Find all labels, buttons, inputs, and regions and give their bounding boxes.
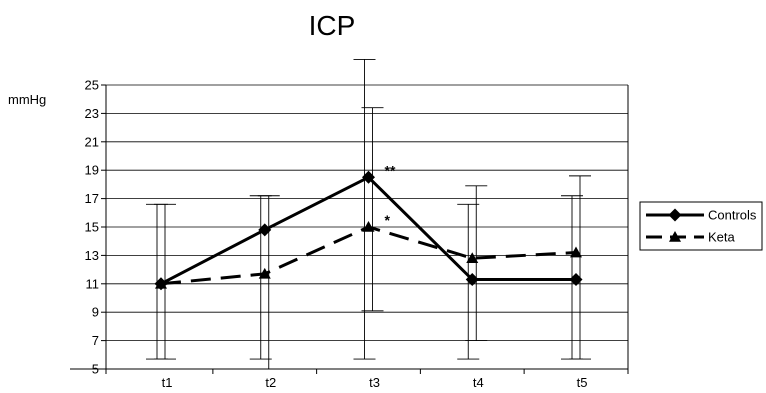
x-tick-label: t2 [265, 375, 276, 390]
y-tick-label: 23 [85, 106, 99, 121]
x-axis-ticks: t1 t2 t3 t4 t5 [105, 369, 629, 390]
y-tick-label: 5 [92, 362, 99, 377]
significance-marker: * [385, 212, 391, 228]
marker-controls [465, 273, 479, 287]
x-tick-label: t4 [473, 375, 484, 390]
marker-controls [569, 273, 583, 287]
x-tick-label: t1 [162, 375, 173, 390]
marker-keta [570, 246, 582, 258]
legend-box [639, 201, 763, 251]
y-tick-label: 9 [92, 305, 99, 320]
marker-controls [362, 170, 375, 184]
marker-controls [258, 223, 272, 237]
y-axis-ticks: 5 7 9 11 13 15 17 19 21 23 25 [85, 78, 106, 377]
y-tick-label: 13 [85, 248, 99, 263]
marker-keta [362, 221, 375, 232]
error-bars [146, 58, 591, 370]
series-markers [154, 170, 583, 291]
x-tick-label: t5 [577, 375, 588, 390]
legend: Controls Keta [639, 201, 763, 251]
y-tick-label: 25 [85, 78, 99, 93]
legend-label: Controls [708, 208, 757, 223]
y-axis-label: mmHg [8, 92, 46, 107]
y-tick-label: 17 [85, 191, 99, 206]
marker-keta [466, 252, 479, 264]
y-tick-label: 15 [85, 220, 99, 235]
grid-lines [106, 84, 628, 342]
y-tick-label: 11 [86, 276, 100, 291]
significance-annotations: *** [385, 162, 396, 228]
significance-marker: ** [385, 162, 396, 178]
x-tick-label: t3 [369, 375, 380, 390]
y-tick-label: 7 [92, 333, 99, 348]
chart-title: ICP [309, 10, 356, 41]
legend-label: Keta [708, 230, 736, 245]
marker-keta [155, 277, 167, 289]
legend-marker-keta [669, 231, 681, 242]
y-tick-label: 21 [85, 134, 99, 149]
y-tick-label: 19 [85, 163, 99, 178]
marker-keta [258, 267, 271, 279]
legend-marker-controls [668, 208, 682, 222]
